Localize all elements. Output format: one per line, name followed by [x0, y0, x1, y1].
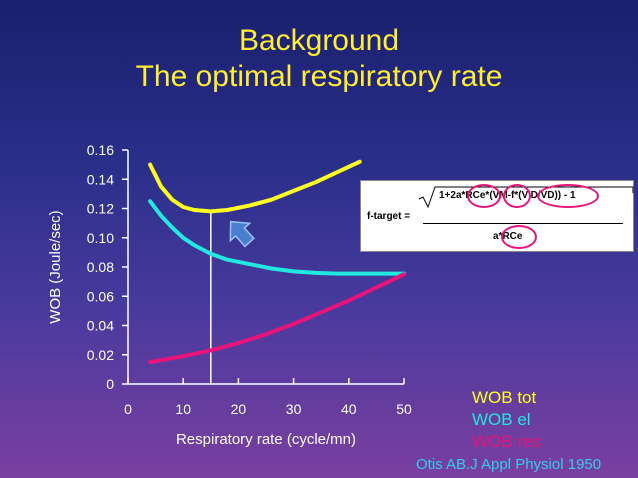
series-line-tot	[148, 159, 362, 214]
y-tick-label: 0.14	[87, 171, 114, 187]
arrow-icon	[229, 220, 255, 248]
x-tick-label: 30	[286, 401, 302, 417]
x-tick-label: 20	[231, 401, 247, 417]
formula-lhs: f-target =	[367, 211, 411, 222]
y-tick-label: 0.12	[87, 201, 114, 217]
x-tick-label: 10	[175, 401, 191, 417]
sqrt-sign	[418, 186, 634, 209]
y-tick-label: 0.04	[87, 318, 114, 334]
series-line-el	[148, 199, 406, 276]
x-tick-label: 50	[396, 401, 412, 417]
highlight-vd-ratio	[537, 184, 599, 208]
y-tick-label: 0.08	[87, 259, 114, 275]
slide-title-line2: The optimal respiratory rate	[135, 60, 503, 93]
x-tick-label: 0	[124, 401, 132, 417]
chart-axes: 0 0.02 0.04 0.06 0.08 0.10 0.12 0.14 0.16 0 10 20 30…	[47, 142, 412, 448]
y-tick-label: 0.06	[87, 288, 114, 304]
optimal-arrow	[229, 220, 255, 248]
x-axis-label: Respiratory rate (cycle/mn)	[176, 431, 356, 448]
y-tick-label: 0.10	[87, 230, 114, 246]
fraction-bar	[423, 223, 623, 224]
y-axis-label: WOB (Joule/sec)	[47, 210, 64, 323]
y-tick-label: 0	[106, 376, 114, 392]
highlight-vm	[503, 184, 531, 208]
highlight-rce-numerator	[467, 184, 501, 208]
y-tick-label: 0.02	[87, 347, 114, 363]
slide-title-line1: Background	[238, 24, 400, 57]
highlight-rce-denominator	[501, 225, 537, 249]
series-line-res	[148, 272, 406, 365]
citation: Otis AB.J Appl Physiol 1950	[416, 456, 602, 473]
formula-box: f-target = 1+2a*RCe*(VM-f*(V'D/VD)) - 1 …	[360, 180, 634, 252]
y-tick-label: 0.16	[87, 142, 114, 158]
legend-wob-res: WOB res	[472, 432, 541, 451]
legend-wob-tot: WOB tot	[472, 388, 537, 407]
x-tick-label: 40	[341, 401, 357, 417]
chart-series	[148, 159, 406, 365]
legend-wob-el: WOB el	[472, 410, 531, 429]
